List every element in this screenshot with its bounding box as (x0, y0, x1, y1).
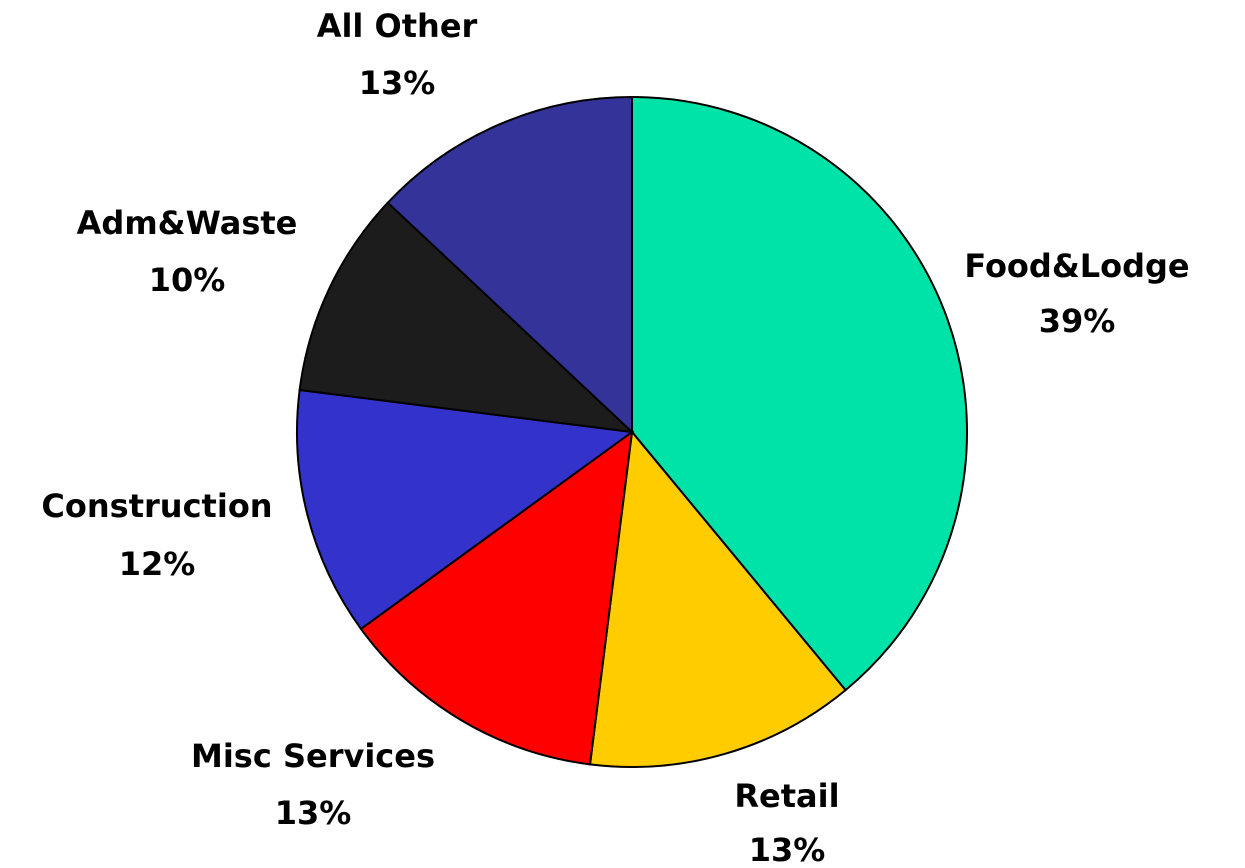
slice-value-label: 10% (149, 261, 226, 299)
slice-label: Retail (734, 777, 839, 815)
slice-label: Food&Lodge (964, 247, 1189, 285)
pie-slice (386, 95, 633, 435)
slice-label: Adm&Waste (77, 204, 298, 242)
slice-label: Construction (41, 487, 272, 525)
slice-value-label: 13% (749, 831, 826, 868)
slice-label: All Other (317, 7, 478, 45)
pie-slice (298, 201, 635, 434)
slice-value-label: 13% (275, 794, 352, 832)
pie-slice (296, 388, 635, 631)
slice-label: Misc Services (191, 737, 435, 775)
pie-slice (631, 95, 968, 692)
pie-slice (588, 429, 847, 768)
slice-value-label: 12% (119, 545, 196, 583)
slice-value-label: 13% (359, 64, 436, 102)
pie-slice (359, 429, 634, 766)
slice-value-label: 39% (1039, 302, 1116, 340)
